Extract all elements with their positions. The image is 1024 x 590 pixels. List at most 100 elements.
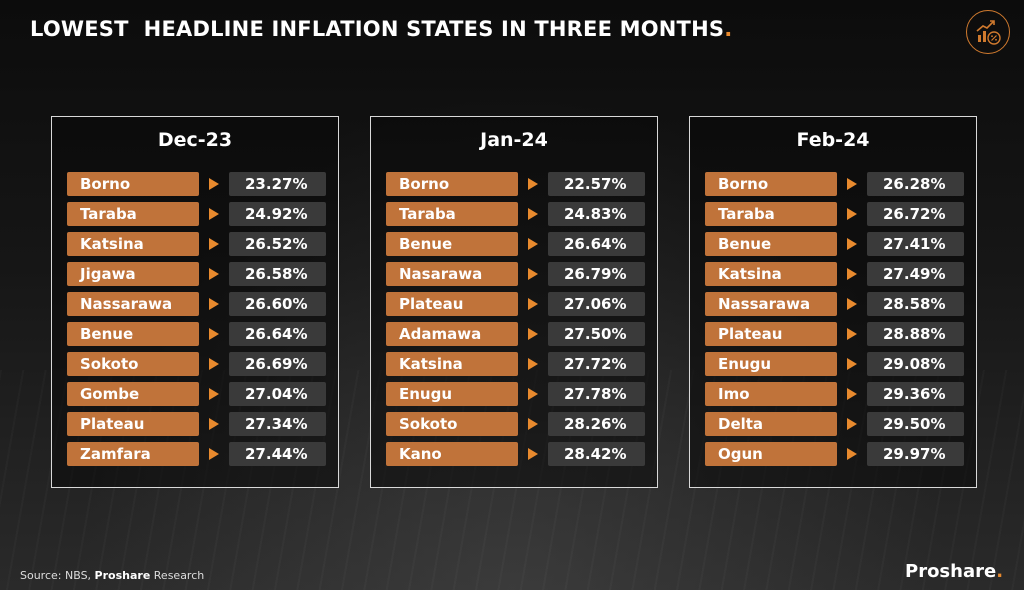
triangle-right-icon xyxy=(528,268,538,280)
state-label: Taraba xyxy=(705,202,837,226)
state-label: Enugu xyxy=(705,352,837,376)
triangle-right-icon xyxy=(528,208,538,220)
chart-percent-icon xyxy=(966,10,1010,54)
state-label: Katsina xyxy=(386,352,518,376)
table-row: Nassarawa 28.58% xyxy=(705,292,965,316)
inflation-value: 22.57% xyxy=(548,172,645,196)
table-row: Sokoto 28.26% xyxy=(386,412,646,436)
table-row: Benue 26.64% xyxy=(67,322,327,346)
table-row: Ogun 29.97% xyxy=(705,442,965,466)
triangle-right-icon xyxy=(209,298,219,310)
table-row: Enugu 27.78% xyxy=(386,382,646,406)
table-row: Benue 26.64% xyxy=(386,232,646,256)
triangle-right-icon xyxy=(209,238,219,250)
inflation-value: 27.78% xyxy=(548,382,645,406)
inflation-value: 29.08% xyxy=(867,352,964,376)
triangle-right-icon xyxy=(209,388,219,400)
inflation-value: 26.58% xyxy=(229,262,326,286)
state-label: Nassarawa xyxy=(67,292,199,316)
triangle-right-icon xyxy=(847,418,857,430)
state-label: Taraba xyxy=(386,202,518,226)
triangle-right-icon xyxy=(209,268,219,280)
title-accent-dot: . xyxy=(724,17,733,41)
brand-dot: . xyxy=(996,561,1004,582)
inflation-value: 24.92% xyxy=(229,202,326,226)
state-label: Plateau xyxy=(67,412,199,436)
table-row: Jigawa 26.58% xyxy=(67,262,327,286)
state-label: Plateau xyxy=(705,322,837,346)
state-label: Enugu xyxy=(386,382,518,406)
inflation-value: 27.50% xyxy=(548,322,645,346)
source-note: Source: NBS, Proshare Research xyxy=(20,569,204,582)
panel-title: Dec-23 xyxy=(157,129,233,151)
source-bold: Proshare xyxy=(94,569,151,582)
source-prefix: Source: NBS, xyxy=(20,569,95,582)
table-row: Nasarawa 26.79% xyxy=(386,262,646,286)
table-row: Plateau 28.88% xyxy=(705,322,965,346)
table-row: Katsina 27.49% xyxy=(705,262,965,286)
panel-title: Feb-24 xyxy=(796,129,870,151)
table-row: Taraba 24.83% xyxy=(386,202,646,226)
inflation-value: 26.72% xyxy=(867,202,964,226)
page-title: LOWEST HEADLINE INFLATION STATES IN THRE… xyxy=(30,17,732,41)
state-label: Delta xyxy=(705,412,837,436)
triangle-right-icon xyxy=(847,328,857,340)
inflation-value: 27.06% xyxy=(548,292,645,316)
state-label: Benue xyxy=(705,232,837,256)
state-label: Zamfara xyxy=(67,442,199,466)
triangle-right-icon xyxy=(847,208,857,220)
triangle-right-icon xyxy=(528,448,538,460)
table-row: Nassarawa 26.60% xyxy=(67,292,327,316)
inflation-value: 26.69% xyxy=(229,352,326,376)
triangle-right-icon xyxy=(847,178,857,190)
inflation-value: 23.27% xyxy=(229,172,326,196)
table-row: Enugu 29.08% xyxy=(705,352,965,376)
triangle-right-icon xyxy=(528,298,538,310)
state-label: Benue xyxy=(67,322,199,346)
inflation-value: 27.34% xyxy=(229,412,326,436)
inflation-value: 28.42% xyxy=(548,442,645,466)
inflation-value: 26.79% xyxy=(548,262,645,286)
triangle-right-icon xyxy=(847,388,857,400)
inflation-value: 26.60% xyxy=(229,292,326,316)
inflation-value: 26.64% xyxy=(548,232,645,256)
triangle-right-icon xyxy=(209,178,219,190)
state-label: Benue xyxy=(386,232,518,256)
table-row: Plateau 27.34% xyxy=(67,412,327,436)
inflation-value: 27.72% xyxy=(548,352,645,376)
table-row: Delta 29.50% xyxy=(705,412,965,436)
inflation-value: 28.88% xyxy=(867,322,964,346)
panel-title: Jan-24 xyxy=(480,129,548,151)
inflation-value: 29.36% xyxy=(867,382,964,406)
inflation-value: 26.64% xyxy=(229,322,326,346)
triangle-right-icon xyxy=(847,448,857,460)
page-title-text: LOWEST HEADLINE INFLATION STATES IN THRE… xyxy=(30,17,725,41)
table-row: Kano 28.42% xyxy=(386,442,646,466)
table-row: Borno 22.57% xyxy=(386,172,646,196)
triangle-right-icon xyxy=(847,268,857,280)
table-row: Taraba 24.92% xyxy=(67,202,327,226)
triangle-right-icon xyxy=(209,418,219,430)
table-row: Katsina 27.72% xyxy=(386,352,646,376)
table-row: Benue 27.41% xyxy=(705,232,965,256)
table-row: Taraba 26.72% xyxy=(705,202,965,226)
inflation-value: 29.97% xyxy=(867,442,964,466)
table-row: Imo 29.36% xyxy=(705,382,965,406)
state-label: Jigawa xyxy=(67,262,199,286)
inflation-value: 27.49% xyxy=(867,262,964,286)
triangle-right-icon xyxy=(847,358,857,370)
inflation-value: 28.58% xyxy=(867,292,964,316)
state-label: Borno xyxy=(67,172,199,196)
state-label: Nassarawa xyxy=(705,292,837,316)
state-label: Katsina xyxy=(705,262,837,286)
inflation-value: 26.52% xyxy=(229,232,326,256)
table-row: Sokoto 26.69% xyxy=(67,352,327,376)
state-label: Imo xyxy=(705,382,837,406)
triangle-right-icon xyxy=(528,328,538,340)
panel-dec-23: Dec-23 Borno 23.27% Taraba 24.92% Katsina 26.5… xyxy=(51,116,339,488)
table-row: Gombe 27.04% xyxy=(67,382,327,406)
brand-logo: Proshare. xyxy=(905,561,1003,582)
state-label: Taraba xyxy=(67,202,199,226)
triangle-right-icon xyxy=(209,448,219,460)
state-label: Katsina xyxy=(67,232,199,256)
